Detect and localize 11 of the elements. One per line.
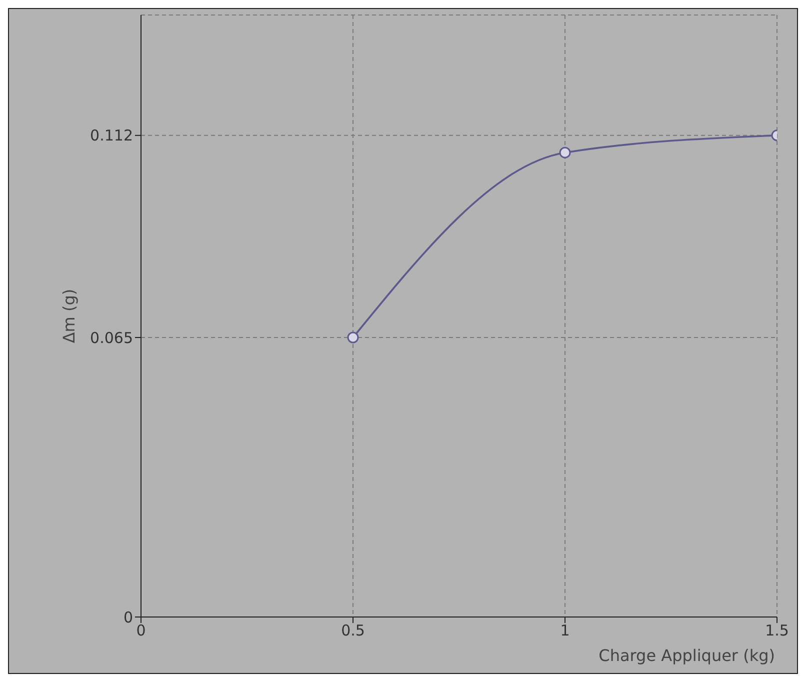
- x-tick-label: 1: [560, 622, 570, 640]
- x-tick-label: 0.5: [341, 622, 365, 640]
- y-axis-title: Δm (g): [60, 288, 79, 344]
- y-tick-label: 0: [123, 608, 133, 626]
- point: [347, 332, 359, 344]
- y-tick-label: 0.112: [90, 126, 133, 145]
- x-tick-label: 1.5: [765, 622, 789, 640]
- x-axis-title: Charge Appliquer (kg): [598, 646, 775, 665]
- x-tick-label: 0: [136, 622, 146, 640]
- y-tick-label: 0.065: [90, 328, 133, 347]
- point: [559, 146, 571, 158]
